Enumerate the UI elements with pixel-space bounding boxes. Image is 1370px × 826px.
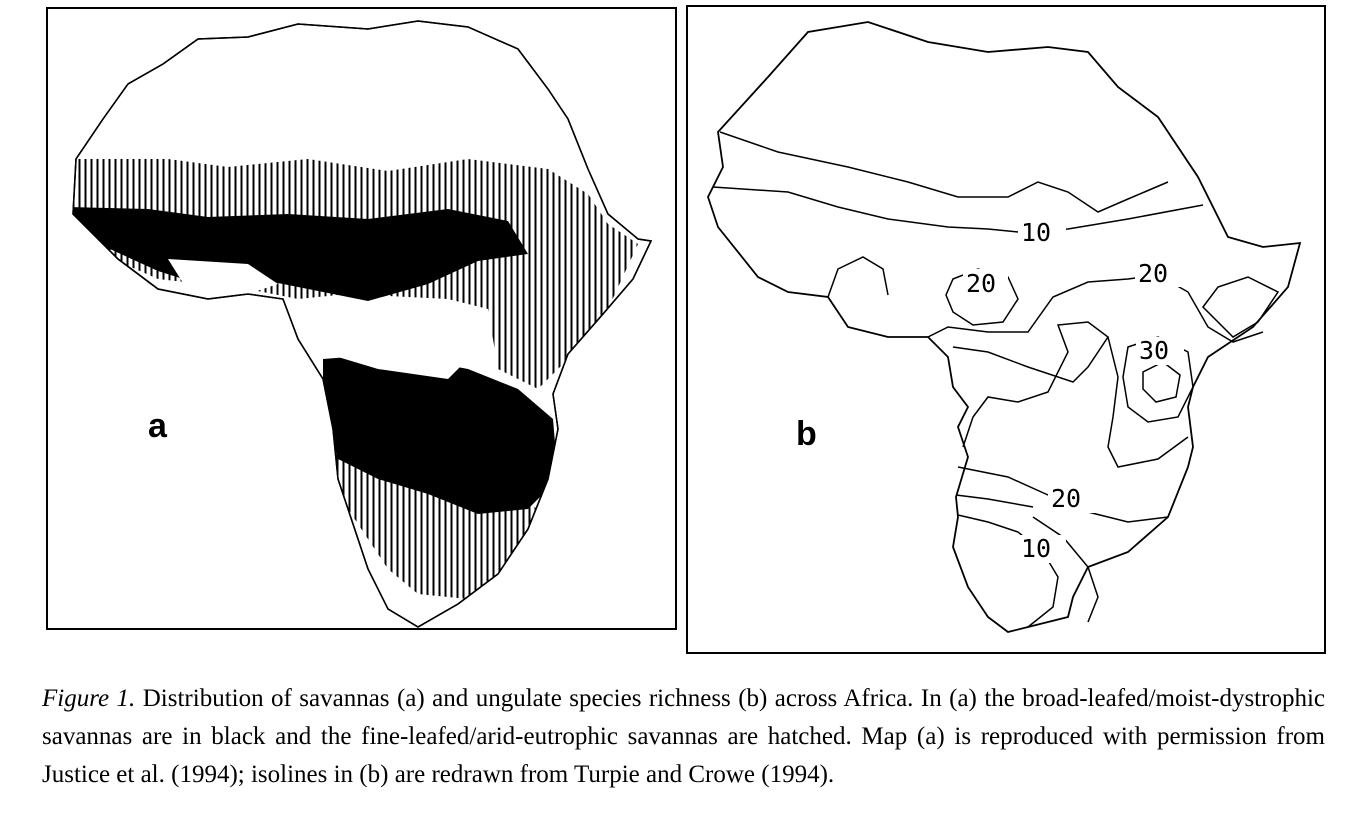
isoline-label: 20: [966, 269, 996, 298]
caption-text: Distribution of savannas (a) and ungulat…: [42, 685, 1325, 788]
isoline-south-upper: [955, 494, 1034, 508]
map-panel-b: 10 20 20 30 20 10 b: [686, 5, 1326, 654]
isoline-label: 10: [1021, 534, 1051, 563]
isoline-10-north: [712, 186, 1204, 233]
isoline-label: 20: [1051, 484, 1081, 513]
isoline-south-mid: [1032, 516, 1099, 623]
panel-b-label: b: [796, 415, 817, 453]
panel-a-label: a: [148, 407, 167, 445]
map-panel-a: a: [46, 7, 677, 630]
savanna-map: [72, 20, 653, 628]
isoline-label: 20: [1138, 259, 1168, 288]
isoline-central-loop: [952, 321, 1110, 448]
isoline-label: 30: [1139, 336, 1169, 365]
isoline-20-west: [827, 256, 889, 298]
richness-isoline-map: 10 20 20 30 20 10: [707, 21, 1302, 633]
figure-label: Figure 1.: [42, 685, 136, 712]
black-savanna-south: [323, 354, 558, 514]
isoline-label: 10: [1021, 218, 1051, 247]
isoline-north-upper: [719, 131, 1169, 213]
isoline-east-horn: [1202, 276, 1280, 338]
africa-outline-b: [707, 21, 1302, 633]
isoline-east-long: [1107, 336, 1189, 468]
figure-caption: Figure 1. Distribution of savannas (a) a…: [42, 680, 1325, 794]
isoline-20-central: [927, 274, 1264, 343]
